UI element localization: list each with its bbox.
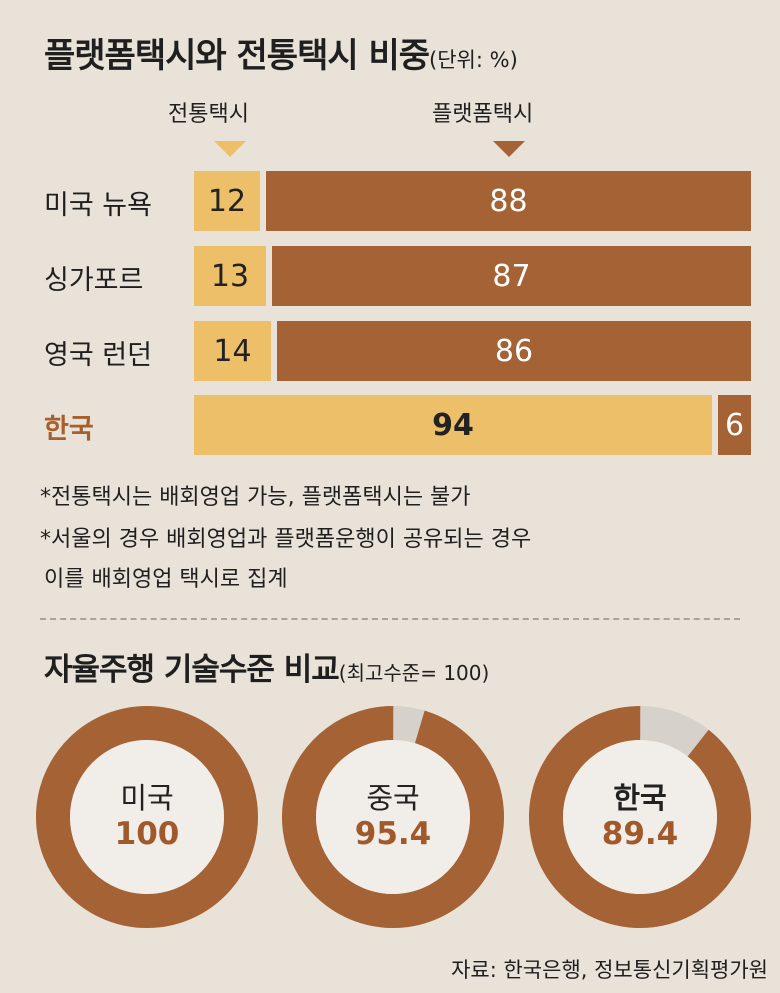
donut-chart: 중국 95.4	[282, 706, 504, 928]
donut-value-label: 89.4	[601, 815, 679, 852]
donut-value-arc	[36, 706, 258, 928]
bar-row: 94 6	[194, 395, 751, 455]
chart-title-text: 플랫폼택시와 전통택시 비중	[44, 36, 430, 76]
bar-segment-traditional: 12	[194, 171, 260, 231]
donut-country-label: 중국	[366, 781, 420, 815]
bar-segment-platform: 6	[718, 395, 751, 455]
bar-gap	[260, 171, 266, 231]
donut-chart: 미국 100	[36, 706, 258, 928]
donut-svg	[282, 706, 504, 928]
footnote-1: *전통택시는 배회영업 가능, 플랫폼택시는 불가	[40, 485, 471, 510]
bar-segment-traditional: 13	[194, 246, 266, 306]
legend-platform: 플랫폼택시	[432, 102, 534, 127]
donut-center	[316, 740, 470, 894]
donut-label-group: 미국 100	[36, 706, 258, 928]
source-note: 자료: 한국은행, 정보통신기획평가원	[451, 958, 768, 982]
chart2-title: 자율주행 기술수준 비교(최고수준= 100)	[44, 644, 489, 689]
legend-traditional-arrow-icon	[214, 141, 246, 157]
donut-center	[70, 740, 224, 894]
chart2-title-text: 자율주행 기술수준 비교	[44, 652, 340, 688]
bar-gap	[266, 246, 272, 306]
bar-row: 14 86	[194, 321, 751, 381]
bar-row: 12 88	[194, 171, 751, 231]
category-label: 영국 런던	[44, 340, 152, 371]
bar-segment-traditional: 94	[194, 395, 712, 455]
donut-label-group: 한국 89.4	[529, 706, 751, 928]
bar-segment-platform: 86	[277, 321, 751, 381]
category-label: 한국	[44, 414, 94, 445]
bar-segment-traditional: 14	[194, 321, 271, 381]
donut-label-group: 중국 95.4	[282, 706, 504, 928]
bar-gap	[712, 395, 718, 455]
category-label: 싱가포르	[44, 265, 144, 296]
chart-title: 플랫폼택시와 전통택시 비중(단위: %)	[44, 28, 518, 77]
bar-segment-platform: 88	[266, 171, 751, 231]
donut-chart: 한국 89.4	[529, 706, 751, 928]
bar-gap	[271, 321, 277, 381]
legend-platform-arrow-icon	[493, 141, 525, 157]
section-divider	[40, 618, 740, 620]
donut-center	[563, 740, 717, 894]
category-label: 미국 뉴욕	[44, 190, 152, 221]
bar-segment-platform: 87	[272, 246, 751, 306]
donut-value-label: 95.4	[354, 815, 432, 852]
donut-value-label: 100	[114, 815, 180, 852]
bar-row: 13 87	[194, 246, 751, 306]
footnote-3: 이를 배회영업 택시로 집계	[44, 567, 288, 592]
donut-svg	[36, 706, 258, 928]
unit2-label: (최고수준= 100)	[338, 661, 490, 685]
donut-svg	[529, 706, 751, 928]
legend-traditional: 전통택시	[168, 102, 249, 127]
footnote-2: *서울의 경우 배회영업과 플랫폼운행이 공유되는 경우	[40, 527, 532, 552]
donut-country-label: 미국	[120, 781, 174, 815]
donut-country-label: 한국	[613, 781, 667, 815]
unit-label: (단위: %)	[429, 48, 518, 72]
